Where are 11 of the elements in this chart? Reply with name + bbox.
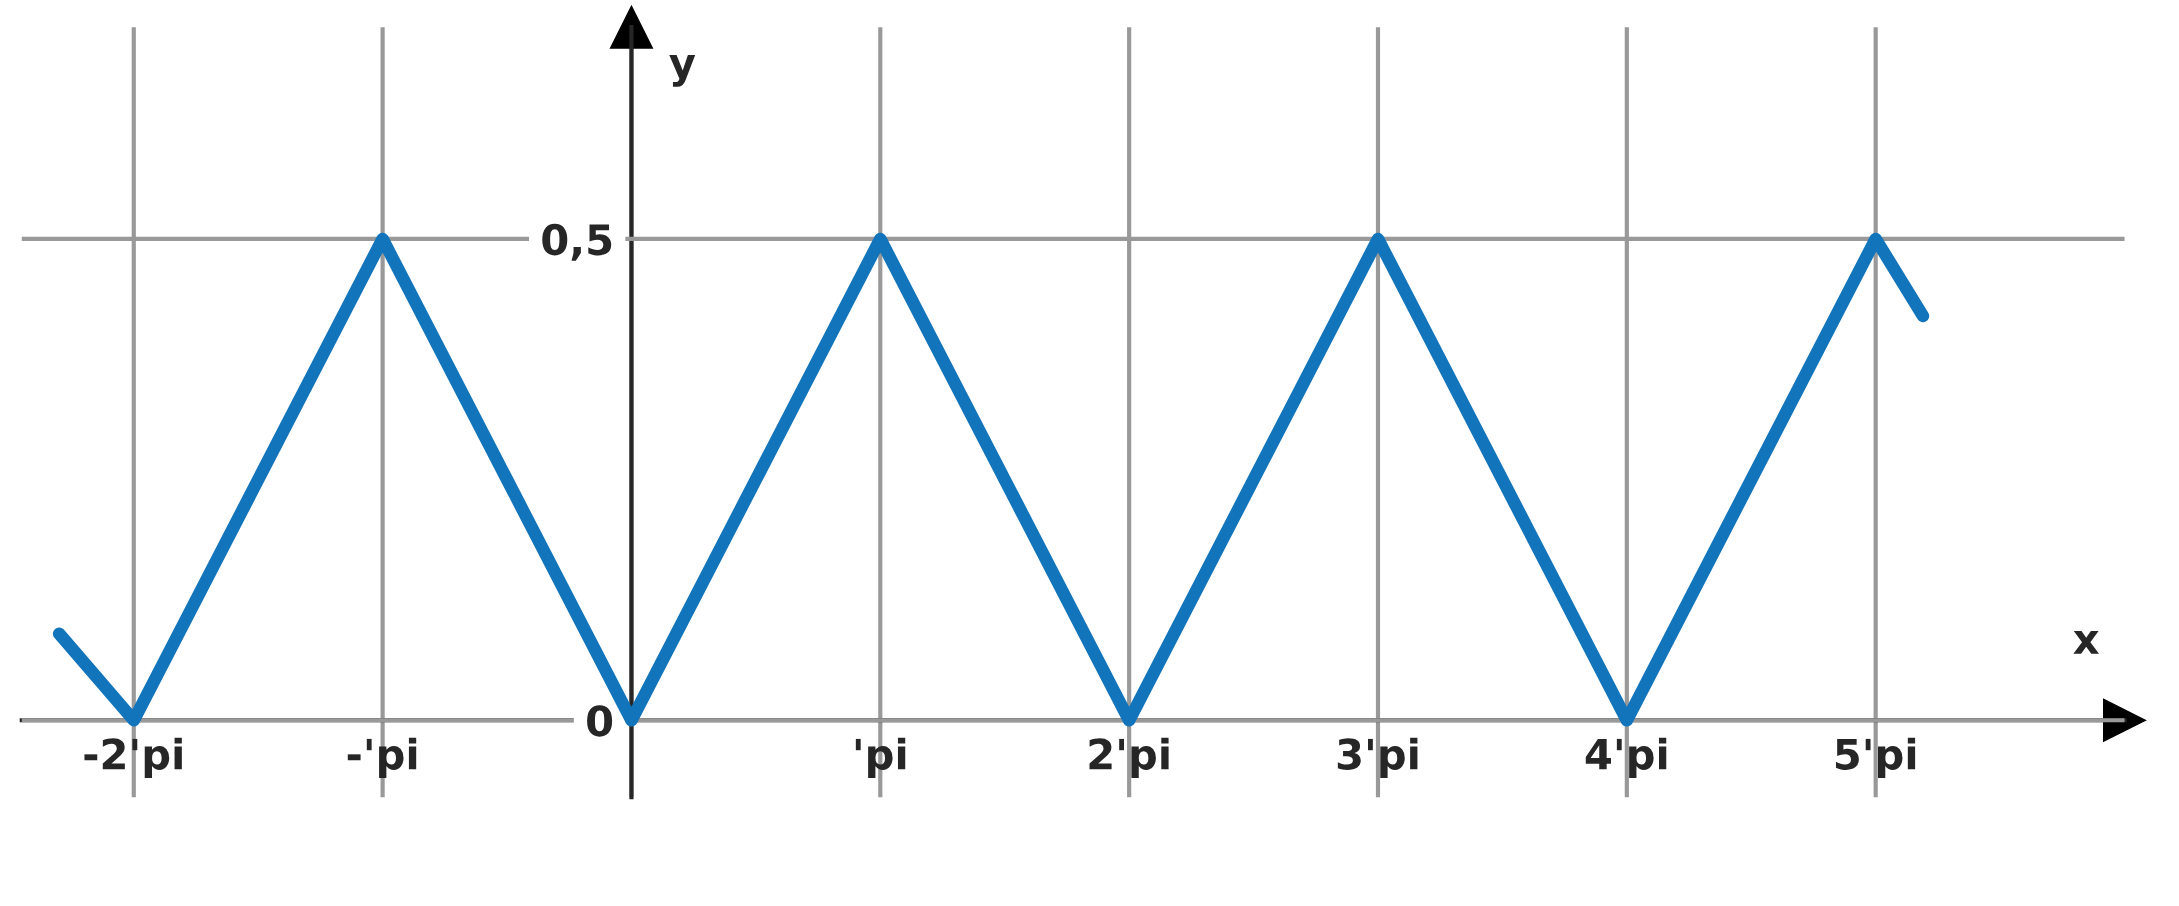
x-tick-label: 4'pi bbox=[1585, 737, 1667, 778]
x-tick-label: 2'pi bbox=[1089, 737, 1169, 778]
x-tick-label: 3'pi bbox=[1337, 737, 1418, 778]
x-tick-label: 5'pi bbox=[1835, 737, 1916, 778]
x-tick-label: 'pi bbox=[855, 737, 906, 778]
y-tick-label: 0 bbox=[587, 705, 613, 737]
y-axis-title: y bbox=[669, 54, 696, 87]
y-tick-label: 0,5 bbox=[542, 223, 612, 261]
x-tick-label: -'pi bbox=[347, 737, 417, 778]
x-axis-title: x bbox=[2073, 631, 2100, 654]
x-tick-label: -2'pi bbox=[84, 737, 182, 778]
